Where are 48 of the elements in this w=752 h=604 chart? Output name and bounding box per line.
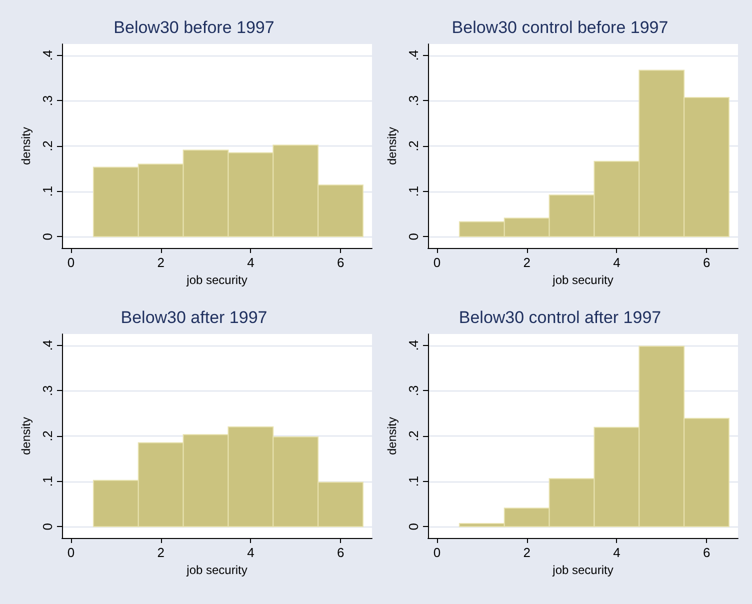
chart-title: Below30 after 1997 bbox=[120, 308, 268, 327]
x-tick-label: 0 bbox=[433, 255, 441, 270]
y-tick-label: .3 bbox=[40, 95, 55, 106]
y-tick-label: .2 bbox=[406, 430, 421, 442]
x-tick-label: 0 bbox=[433, 545, 441, 560]
y-tick-label: .2 bbox=[406, 140, 421, 152]
x-tick-label: 2 bbox=[157, 255, 164, 270]
y-axis-title: density bbox=[19, 416, 33, 456]
x-tick-label: 6 bbox=[336, 255, 344, 270]
y-tick-label: .4 bbox=[406, 50, 421, 61]
x-tick-label: 6 bbox=[702, 255, 710, 270]
y-tick-label: .4 bbox=[40, 50, 55, 61]
y-tick-label: .1 bbox=[406, 476, 421, 487]
y-tick-label: .1 bbox=[40, 476, 55, 487]
y-axis-title: density bbox=[385, 126, 399, 166]
x-tick-label: 4 bbox=[247, 255, 254, 270]
y-tick-label: 0 bbox=[406, 233, 421, 240]
y-axis-title: density bbox=[385, 416, 399, 456]
y-tick-label: .2 bbox=[40, 430, 55, 442]
y-tick-label: 0 bbox=[406, 523, 421, 530]
x-tick-label: 2 bbox=[157, 545, 164, 560]
x-axis-title: job security bbox=[186, 562, 248, 577]
x-axis-title: job security bbox=[552, 272, 614, 287]
y-tick-label: .4 bbox=[406, 340, 421, 351]
y-tick-label: .2 bbox=[40, 140, 55, 152]
x-tick-label: 4 bbox=[247, 545, 254, 560]
x-axis-title: job security bbox=[552, 562, 614, 577]
x-tick-label: 6 bbox=[336, 545, 344, 560]
y-tick-label: .3 bbox=[406, 95, 421, 106]
x-axis-title: job security bbox=[186, 272, 248, 287]
chart-title: Below30 before 1997 bbox=[114, 18, 274, 37]
y-tick-label: 0 bbox=[40, 233, 55, 240]
x-tick-label: 6 bbox=[702, 545, 710, 560]
y-tick-label: .1 bbox=[406, 186, 421, 197]
y-tick-label: .1 bbox=[40, 186, 55, 197]
x-tick-label: 4 bbox=[613, 255, 620, 270]
y-axis-title: density bbox=[19, 126, 33, 166]
chart-title: Below30 control before 1997 bbox=[452, 18, 668, 37]
x-tick-label: 0 bbox=[67, 255, 75, 270]
x-tick-label: 2 bbox=[523, 545, 530, 560]
y-tick-label: 0 bbox=[40, 523, 55, 530]
y-tick-label: .3 bbox=[406, 385, 421, 396]
y-tick-label: .3 bbox=[40, 385, 55, 396]
x-tick-label: 0 bbox=[67, 545, 75, 560]
x-tick-label: 4 bbox=[613, 545, 620, 560]
x-tick-label: 2 bbox=[523, 255, 530, 270]
y-tick-label: .4 bbox=[40, 340, 55, 351]
chart-title: Below30 control after 1997 bbox=[458, 308, 662, 327]
